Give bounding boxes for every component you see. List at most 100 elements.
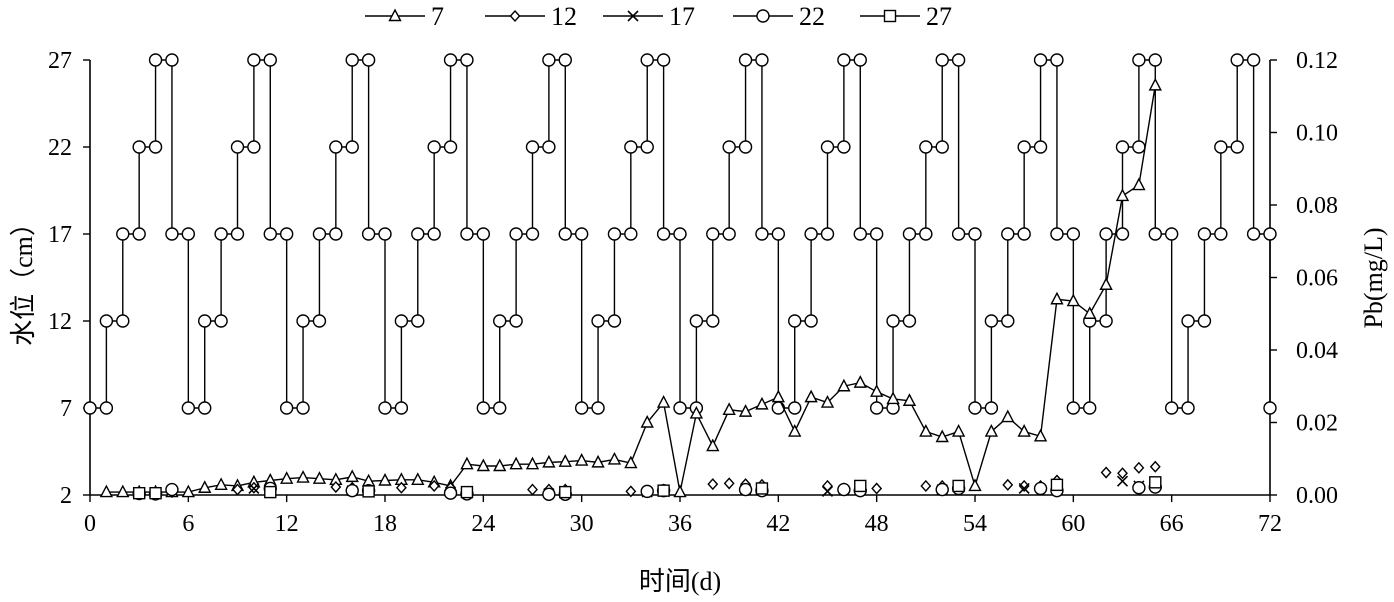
water-level-point <box>1099 314 1113 328</box>
series-27-point <box>149 486 162 500</box>
series-7-point <box>280 471 294 484</box>
water-level-point <box>165 227 179 241</box>
water-level-point <box>411 314 425 328</box>
water-level-point <box>148 53 163 67</box>
series-22-point <box>443 486 458 500</box>
water-level-point <box>738 140 753 154</box>
series-7-point <box>525 456 540 470</box>
water-level-point <box>443 53 458 67</box>
water-level-point <box>198 314 212 328</box>
water-level-point <box>804 227 818 241</box>
water-level-point <box>525 140 540 154</box>
water-level-point <box>755 53 769 67</box>
y-right-tick-label: 0.02 <box>1296 411 1338 437</box>
water-level-point <box>919 227 933 241</box>
water-level-point <box>984 314 999 328</box>
series-22-point <box>935 482 949 497</box>
series-27-point <box>559 485 572 499</box>
series-7-point <box>656 395 671 408</box>
x-tick-label: 66 <box>1160 511 1184 537</box>
y-right-tick-label: 0.10 <box>1296 121 1338 147</box>
y-left-tick-label: 12 <box>48 309 72 335</box>
water-level-point <box>1181 314 1195 328</box>
water-level-point <box>460 227 474 241</box>
series-17-point <box>1116 475 1129 487</box>
water-level-point <box>247 53 261 67</box>
water-level-point <box>1230 140 1244 154</box>
water-level-point <box>476 227 491 241</box>
water-level-point <box>198 401 212 415</box>
water-level-point <box>640 140 654 154</box>
water-level-point <box>279 401 294 415</box>
water-level-point <box>230 140 245 154</box>
x-tick-label: 54 <box>963 511 987 537</box>
water-level-point <box>1001 227 1015 241</box>
series-7-point <box>411 472 425 485</box>
water-level-point <box>1214 227 1228 241</box>
water-level-point <box>738 53 753 67</box>
series-7-point <box>902 393 917 406</box>
water-level-point <box>1246 227 1261 241</box>
x-axis-title: 时间(d) <box>639 567 721 596</box>
series-7-point <box>198 480 212 493</box>
series-22-point <box>738 482 753 497</box>
series-22-point <box>1033 481 1048 496</box>
water-level-point <box>411 227 425 241</box>
water-level-point <box>1246 53 1261 67</box>
water-level-point <box>574 227 589 241</box>
water-level-point <box>165 53 179 67</box>
water-level-point <box>1197 314 1212 328</box>
water-level-point <box>820 227 835 241</box>
legend: 7 12 17 22 27 <box>365 2 952 31</box>
water-level-point <box>837 53 851 67</box>
series-7-point <box>706 438 720 452</box>
water-level-point <box>329 140 343 154</box>
water-level-point <box>706 314 720 328</box>
water-level-point <box>935 53 949 67</box>
series-27 <box>132 476 1162 500</box>
series-7-point <box>951 424 966 437</box>
series-12-point <box>232 483 243 496</box>
series-7-point <box>296 470 310 483</box>
water-level-point <box>394 401 409 415</box>
series-7-point <box>214 477 228 491</box>
series-12-point <box>395 481 407 494</box>
water-level-point <box>542 140 556 154</box>
water-level-point <box>591 314 605 328</box>
water-level-point <box>869 227 884 241</box>
series-7-point <box>1033 428 1048 442</box>
water-level-point <box>509 227 523 241</box>
water-level-point <box>722 140 736 154</box>
water-level-point <box>1115 227 1130 241</box>
water-level-point <box>902 227 917 241</box>
series-27-point <box>952 479 965 493</box>
series-27-point <box>1050 478 1064 492</box>
water-level-point <box>1263 227 1277 241</box>
water-level-point <box>919 140 933 154</box>
series-12-point <box>428 479 440 492</box>
water-level-point <box>968 227 982 241</box>
series-22-point <box>165 482 179 497</box>
series-7-point <box>1083 306 1097 319</box>
water-level-point <box>1017 140 1031 154</box>
x-tick-label: 60 <box>1061 511 1085 537</box>
water-level-point <box>951 227 966 241</box>
x-tick-label: 6 <box>182 511 194 537</box>
series-7-point <box>804 389 818 403</box>
series-7-point <box>1001 409 1015 423</box>
water-level-point <box>1230 53 1244 67</box>
water-level-point <box>263 227 277 241</box>
water-level-point <box>607 314 622 328</box>
water-level-point <box>1115 140 1130 154</box>
legend-label: 22 <box>799 2 825 31</box>
water-level-point <box>984 401 999 415</box>
series-7-point <box>1099 277 1113 290</box>
series-7-point <box>99 484 114 498</box>
series-17-point <box>821 485 834 497</box>
water-level-point <box>394 314 409 328</box>
x-tick-label: 30 <box>570 511 594 537</box>
water-level-point <box>525 227 540 241</box>
legend-marker <box>883 9 897 23</box>
water-level-point <box>1214 140 1228 154</box>
water-level-point <box>1263 401 1277 415</box>
